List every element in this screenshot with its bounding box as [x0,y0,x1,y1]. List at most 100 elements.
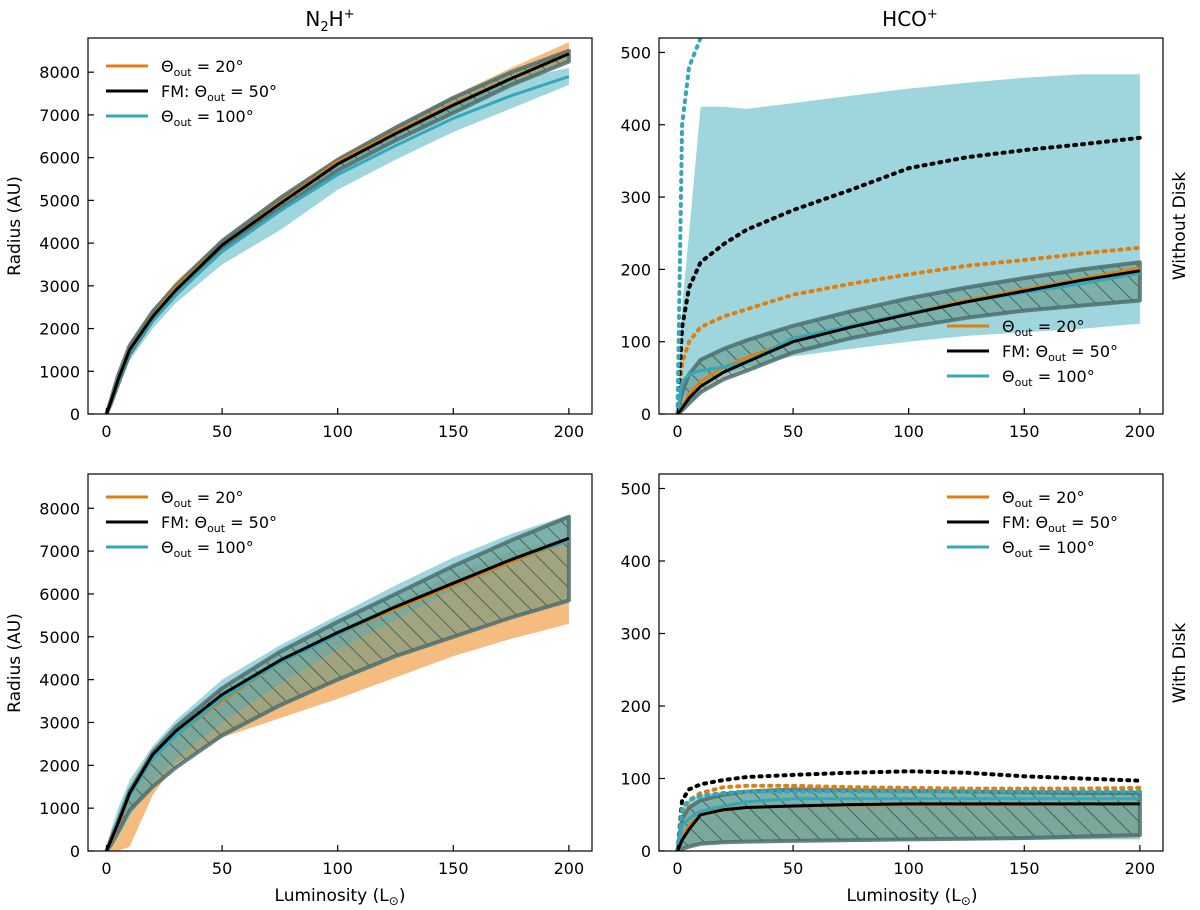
y-tick-label: 6000 [39,149,80,168]
axes-frame [87,473,593,852]
x-tick-label: 100 [322,859,353,878]
y-tick-label: 0 [70,842,80,861]
line-series-2 [676,269,1141,414]
x-tick-label: 200 [1125,422,1156,441]
band-fm-hatched [675,260,1142,414]
dotted-series-2 [675,769,1142,851]
axes-frame [658,473,1164,852]
legend-label: Θout = 100° [161,538,254,560]
dotted-series-3 [675,789,1142,851]
y-tick-label: 100 [620,770,651,789]
legend-label: FM: Θout = 50° [1002,513,1118,535]
axes-frame [658,37,1164,415]
legend: Θout = 20° FM: Θout = 50° Θout = 100° [106,488,277,560]
legend-label: Θout = 20° [161,57,244,79]
x-tick-label: 200 [1125,859,1156,878]
legend-label: Θout = 20° [161,488,244,510]
legend-label: Θout = 100° [1002,538,1095,560]
dotted-series-1 [675,245,1142,414]
y-tick-label: 300 [620,188,651,207]
x-tick-label: 150 [1009,859,1040,878]
y-tick-label: 0 [641,842,651,861]
plot-area [104,42,571,414]
x-tick-label: 50 [783,859,803,878]
x-tick-label: 0 [101,422,111,441]
y-tick-label: 0 [70,405,80,424]
y-tick-label: 2000 [39,756,80,775]
y-tick-label: 3000 [39,277,80,296]
y-tick-label: 200 [620,260,651,279]
y-tick-label: 7000 [39,542,80,561]
line-series-2 [105,52,570,414]
y-tick-label: 5000 [39,191,80,210]
y-tick-label: 1000 [39,799,80,818]
xlabel-right: Luminosity (L⊙) [847,886,978,908]
panel-1: 0 50 100 150 2000100020003000400050006000700… [39,37,593,441]
legend-label: Θout = 100° [161,107,254,129]
legend-label: Θout = 100° [1002,367,1095,389]
line-series-3 [676,797,1140,851]
y-tick-label: 500 [620,480,651,499]
xlabel-left: Luminosity (L⊙) [275,886,406,908]
row-label-with-disk: With Disk [1170,623,1190,704]
band-fm-hatched [104,514,571,851]
panel-3: 0 50 100 150 2000100020003000400050006000700… [39,473,593,878]
y-tick-label: 200 [620,697,651,716]
legend: Θout = 20° FM: Θout = 50° Θout = 100° [106,57,277,129]
y-tick-label: 300 [620,625,651,644]
y-tick-label: 100 [620,333,651,352]
x-tick-label: 0 [672,859,682,878]
panel-2: 0 50 100 150 200 0 100 200 300 400 500 Θout = 20° FM… [620,37,1164,441]
y-tick-label: 4000 [39,234,80,253]
x-tick-label: 100 [322,422,353,441]
x-tick-label: 50 [212,859,232,878]
legend-label: FM: Θout = 50° [161,513,277,535]
y-tick-label: 4000 [39,671,80,690]
y-tick-label: 0 [641,405,651,424]
band-series-3 [106,67,569,414]
plot-area [104,514,571,851]
legend: Θout = 20° FM: Θout = 50° Θout = 100° [947,488,1118,560]
y-tick-label: 400 [620,552,651,571]
ylabel-top: Radius (AU) [5,176,25,276]
y-tick-label: 3000 [39,713,80,732]
plot-area [675,769,1142,851]
x-tick-label: 150 [1009,422,1040,441]
y-tick-label: 500 [620,43,651,62]
row-label-without-disk: Without Disk [1170,172,1190,281]
y-tick-label: 400 [620,116,651,135]
x-tick-label: 50 [212,422,232,441]
col-title-hco: HCO+ [882,7,938,31]
dotted-series-1 [675,783,1142,851]
legend: Θout = 20° FM: Θout = 50° Θout = 100° [947,317,1118,389]
panel-4: 0 50 100 150 200 0 100 200 300 400 500 Θout = 20° FM… [620,473,1164,878]
legend-label: Θout = 20° [1002,488,1085,510]
legend-label: Θout = 20° [1002,317,1085,339]
x-tick-label: 200 [554,859,585,878]
x-tick-label: 100 [893,859,924,878]
plot-area [675,38,1142,414]
ylabel-bottom: Radius (AU) [5,613,25,713]
dotted-series-2 [675,135,1142,414]
y-tick-label: 5000 [39,628,80,647]
x-tick-label: 100 [893,422,924,441]
x-tick-label: 150 [438,859,469,878]
y-tick-label: 2000 [39,320,80,339]
x-tick-label: 150 [438,422,469,441]
y-tick-label: 8000 [39,63,80,82]
x-tick-label: 200 [554,422,585,441]
y-tick-label: 6000 [39,585,80,604]
dotted-series-3 [675,38,703,414]
x-tick-label: 50 [783,422,803,441]
line-series-2 [676,802,1140,851]
y-tick-label: 8000 [39,499,80,518]
x-tick-label: 0 [101,859,111,878]
axes-frame [87,37,593,415]
x-tick-label: 0 [672,422,682,441]
col-title-n2h: N2H+ [305,7,354,35]
legend-label: FM: Θout = 50° [1002,342,1118,364]
y-tick-label: 1000 [39,362,80,381]
legend-label: FM: Θout = 50° [161,82,277,104]
line-series-2 [105,536,570,851]
